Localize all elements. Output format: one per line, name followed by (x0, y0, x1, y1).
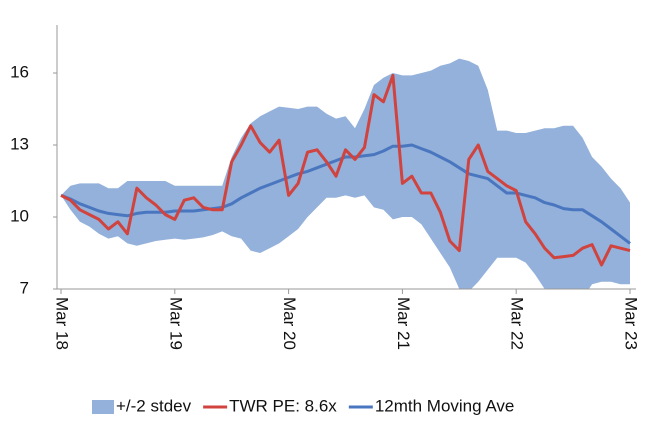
y-tick-label: 7 (20, 278, 29, 297)
series-line (60, 73, 631, 267)
x-tick-label: Mar 21 (394, 297, 413, 350)
plot-area (60, 58, 631, 289)
x-tick-label: Mar 18 (53, 297, 72, 350)
legend-label: 12mth Moving Ave (375, 396, 515, 415)
legend-label: +/-2 stdev (116, 396, 192, 415)
y-tick-label: 13 (10, 134, 29, 153)
x-tick-label: Mar 22 (508, 297, 527, 350)
x-tick-label: Mar 20 (280, 297, 299, 350)
legend-swatch (92, 400, 114, 414)
x-tick-label: Mar 23 (622, 297, 641, 350)
series-line (60, 143, 631, 245)
y-tick-label: 10 (10, 206, 29, 225)
legend-label: TWR PE: 8.6x (229, 396, 337, 415)
y-tick-label: 16 (10, 62, 29, 81)
x-tick-label: Mar 19 (166, 297, 185, 350)
band-area (61, 58, 630, 289)
